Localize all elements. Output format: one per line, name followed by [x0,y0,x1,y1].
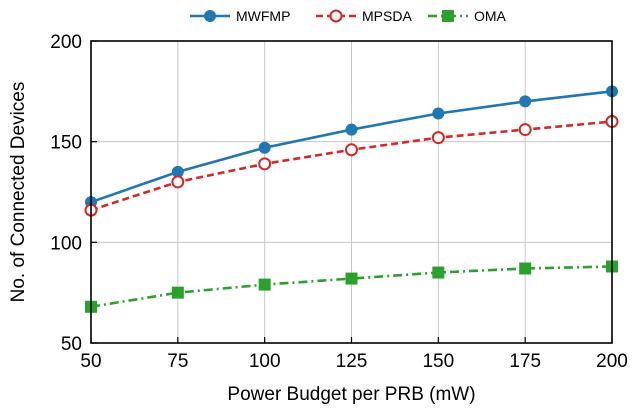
legend-marker-mwfmp [204,10,216,22]
data-point-mpsda-150 [431,131,445,145]
legend-item-mpsda: MPSDA [316,8,412,24]
x-tick-label-125: 125 [336,351,368,372]
y-tick-label-200: 200 [50,32,82,53]
x-tick-label-75: 75 [167,351,188,372]
data-point-oma-175 [519,262,532,275]
y-tick-label-100: 100 [50,233,82,254]
x-tick-label-150: 150 [422,351,454,372]
data-point-mwfmp-75 [171,165,184,178]
x-tick-label-100: 100 [249,351,281,372]
legend-label-mpsda: MPSDA [362,8,412,24]
legend-item-mwfmp: MWFMP [190,8,290,24]
data-point-mwfmp-100 [258,141,271,154]
series-layer [84,85,619,313]
data-point-oma-75 [171,286,184,299]
legend-item-oma: OMA [428,8,507,24]
x-axis-label: Power Budget per PRB (mW) [227,384,475,405]
y-axis-label: No. of Connected Devices [8,82,29,303]
data-point-mwfmp-150 [432,107,445,120]
data-point-mpsda-175 [518,123,532,137]
data-point-mpsda-100 [258,157,272,171]
series-mwfmp [85,85,618,209]
legend-marker-mpsda [329,9,343,23]
x-tick-label-50: 50 [80,351,101,372]
data-point-mpsda-125 [345,143,358,157]
data-point-mwfmp-125 [345,123,358,136]
grid [90,40,613,344]
legend: MWFMP MPSDA OMA [190,8,507,24]
legend-label-oma: OMA [474,8,507,24]
data-point-oma-150 [432,266,445,279]
x-tick-label-200: 200 [596,351,628,372]
y-tick-label-150: 150 [50,133,82,154]
series-oma [85,260,618,313]
data-point-mwfmp-175 [519,95,532,108]
y-tick-label-50: 50 [61,334,82,355]
data-point-mpsda-75 [171,175,185,189]
legend-label-mwfmp: MWFMP [236,8,290,24]
data-point-oma-125 [345,272,358,285]
x-tick-label-175: 175 [509,351,541,372]
ticks: 50 75 100 125 150 175 200 50 100 150 200 [50,32,628,372]
series-mpsda [84,115,619,217]
data-point-oma-100 [258,278,271,291]
legend-marker-oma [442,10,454,22]
